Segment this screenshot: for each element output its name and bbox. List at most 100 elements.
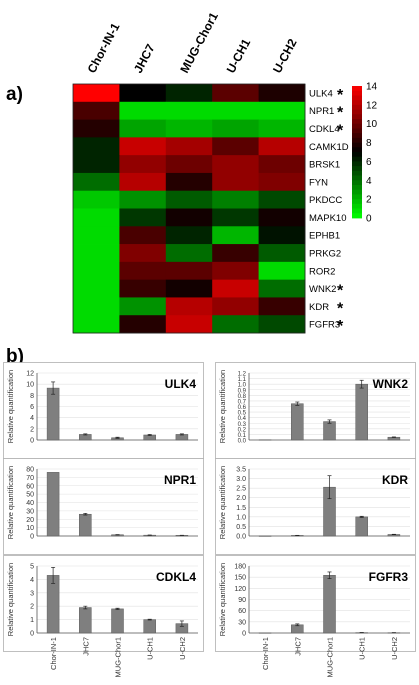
colorbar-segment bbox=[352, 208, 362, 214]
heatmap-cell bbox=[119, 208, 167, 227]
colorbar-tick-label: 10 bbox=[366, 119, 378, 130]
heatmap-cell bbox=[73, 244, 120, 263]
y-tick-label: 4 bbox=[30, 577, 34, 584]
x-tick-label: JHC7 bbox=[293, 637, 302, 656]
significance-marker: * bbox=[337, 105, 344, 122]
heatmap-cell bbox=[258, 119, 306, 138]
heatmap-cell bbox=[119, 101, 167, 120]
heatmap-cell bbox=[212, 172, 259, 192]
heatmap-row-label: WNK2 bbox=[309, 284, 336, 295]
heatmap-cell bbox=[212, 279, 259, 298]
heatmap-row-label: CDKL4 bbox=[309, 124, 340, 135]
colorbar-segment bbox=[352, 128, 362, 134]
bar-chart-title: KDR bbox=[382, 473, 408, 487]
heatmap-cell bbox=[258, 297, 306, 316]
heatmap-cell bbox=[165, 84, 213, 103]
heatmap-cell bbox=[165, 101, 213, 120]
colorbar-segment bbox=[352, 109, 362, 115]
bar-chart-title: FGFR3 bbox=[369, 570, 409, 584]
heatmap-cell bbox=[73, 155, 120, 174]
x-tick-label: Chor-IN-1 bbox=[49, 637, 58, 670]
colorbar-tick-label: 4 bbox=[366, 176, 372, 187]
y-tick-label: 90 bbox=[238, 597, 246, 604]
y-tick-label: 0.0 bbox=[238, 439, 247, 445]
y-tick-label: 80 bbox=[26, 467, 34, 474]
bar bbox=[355, 516, 368, 537]
bar bbox=[111, 608, 124, 634]
heatmap-row-label: NPR1 bbox=[309, 106, 334, 117]
heatmap-cell bbox=[258, 244, 306, 263]
colorbar-segment bbox=[352, 189, 362, 195]
heatmap-border bbox=[72, 83, 306, 334]
heatmap-cell bbox=[119, 119, 167, 138]
heatmap-cell bbox=[73, 190, 120, 209]
y-tick-label: 6 bbox=[30, 404, 34, 411]
y-tick-label: 3.5 bbox=[236, 467, 246, 474]
colorbar-segment bbox=[352, 104, 362, 110]
y-tick-label: 70 bbox=[26, 475, 34, 482]
bar-chart-ylabel: Relative quantification bbox=[6, 466, 15, 539]
heatmap-column-label: JHC7 bbox=[131, 41, 158, 75]
heatmap-cell bbox=[165, 119, 213, 138]
bar bbox=[258, 632, 272, 634]
bar bbox=[79, 513, 92, 537]
colorbar-segment bbox=[352, 194, 362, 200]
y-tick-label: 30 bbox=[26, 508, 34, 515]
colorbar-tick-label: 2 bbox=[366, 195, 372, 206]
y-tick-label: 0 bbox=[30, 438, 34, 445]
significance-marker: * bbox=[337, 283, 344, 300]
y-tick-label: 0 bbox=[242, 631, 246, 638]
heatmap-row-label: MAPK10 bbox=[309, 213, 347, 224]
y-tick-label: 12 bbox=[26, 371, 34, 378]
heatmap-cell bbox=[73, 297, 120, 316]
heatmap-cell bbox=[73, 279, 120, 298]
heatmap-row-label: EPHB1 bbox=[309, 231, 340, 242]
colorbar-tick-label: 12 bbox=[366, 100, 378, 111]
bar-chart-ylabel: Relative quantification bbox=[218, 563, 227, 636]
y-tick-label: 0.7 bbox=[238, 399, 247, 405]
bar bbox=[291, 403, 304, 441]
y-tick-label: 180 bbox=[234, 564, 246, 571]
heatmap-cell bbox=[212, 208, 259, 227]
heatmap-cell bbox=[258, 84, 306, 103]
y-tick-label: 60 bbox=[26, 483, 34, 490]
y-tick-label: 2 bbox=[30, 604, 34, 611]
heatmap-cell bbox=[165, 226, 213, 245]
y-tick-label: 0 bbox=[30, 534, 34, 541]
bar bbox=[46, 575, 60, 634]
x-tick-label: Chor-IN-1 bbox=[261, 637, 270, 670]
colorbar-segment bbox=[352, 166, 362, 172]
heatmap-row-label: KDR bbox=[309, 302, 329, 313]
heatmap-column-label: Chor-IN-1 bbox=[84, 20, 122, 75]
y-tick-label: 0.3 bbox=[238, 422, 247, 428]
y-tick-label: 3 bbox=[30, 590, 34, 597]
bar-chart-panel: Relative quantification 0 30 60 90 120 150 180 F… bbox=[215, 555, 416, 677]
heatmap-row-label: BRSK1 bbox=[309, 160, 340, 171]
heatmap-cell bbox=[165, 261, 213, 281]
bar-chart-panel: Relative quantification 0 1 2 3 4 5 CDKL4 Chor-I… bbox=[3, 555, 204, 677]
y-tick-label: 0.5 bbox=[236, 524, 246, 531]
colorbar-segment bbox=[352, 100, 362, 106]
panel-label-a: a) bbox=[6, 84, 23, 105]
colorbar-segment bbox=[352, 203, 362, 209]
y-tick-label: 0.6 bbox=[238, 405, 247, 411]
x-tick-label: JHC7 bbox=[81, 637, 90, 656]
y-tick-label: 150 bbox=[234, 575, 246, 582]
heatmap-cell bbox=[258, 279, 306, 298]
y-tick-label: 5 bbox=[30, 564, 34, 571]
colorbar-tick-label: 14 bbox=[366, 82, 378, 93]
bar bbox=[46, 472, 60, 537]
heatmap-cell bbox=[258, 172, 306, 192]
heatmap-cell bbox=[212, 261, 259, 281]
y-tick-label: 3.0 bbox=[236, 476, 246, 483]
bar bbox=[258, 439, 272, 441]
heatmap-row-label: FGFR3 bbox=[309, 320, 340, 331]
heatmap-cell bbox=[258, 101, 306, 120]
y-tick-label: 0 bbox=[30, 631, 34, 638]
y-tick-label: 0.0 bbox=[236, 534, 246, 541]
y-tick-label: 1.0 bbox=[238, 383, 247, 389]
heatmap-cell bbox=[258, 226, 306, 245]
heatmap-cell bbox=[73, 172, 120, 192]
